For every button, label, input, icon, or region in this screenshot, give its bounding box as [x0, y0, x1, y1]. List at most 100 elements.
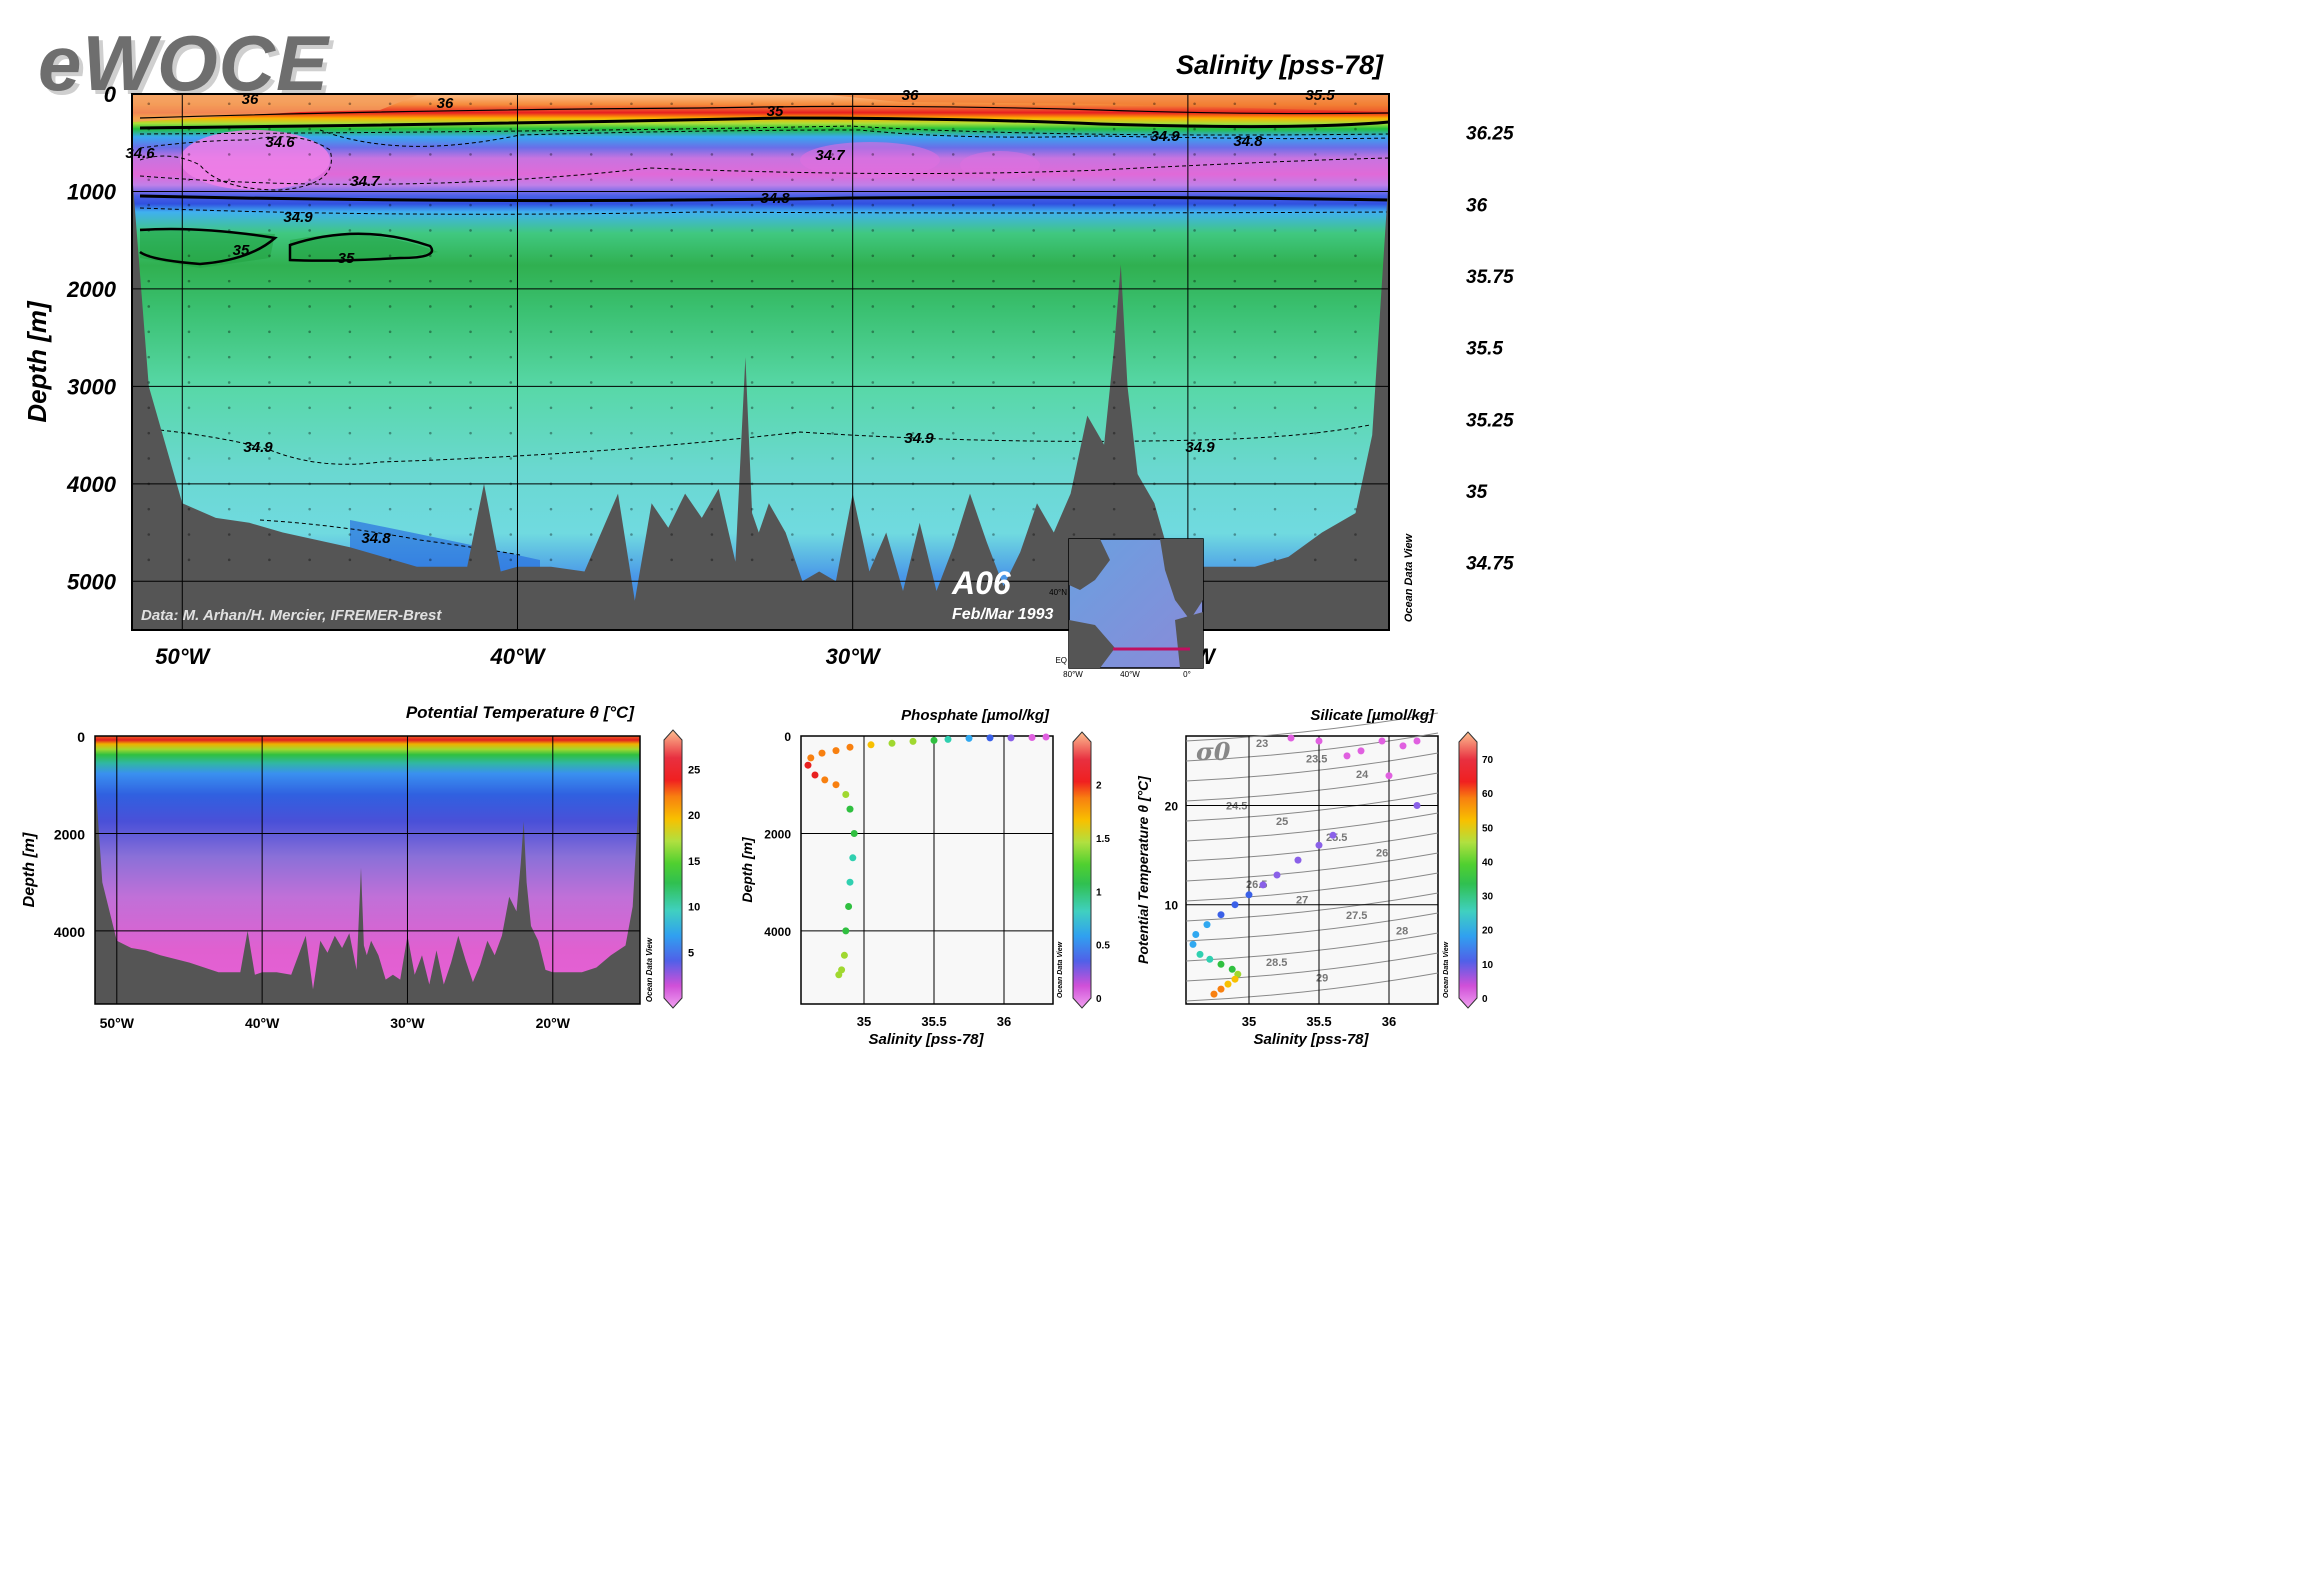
- sample-dot: [589, 330, 593, 334]
- sample-dot: [791, 102, 794, 106]
- sample-dot: [469, 406, 472, 410]
- sample-dot: [1233, 203, 1237, 207]
- isopycnal-label: 23.5: [1306, 754, 1327, 766]
- sample-dot: [429, 457, 432, 460]
- sample-dot: [1313, 203, 1317, 207]
- sample-dot: [1193, 229, 1196, 232]
- sample-dot: [509, 558, 513, 562]
- sample-dot: [630, 229, 633, 232]
- sample-dot: [388, 507, 392, 511]
- sample-dot: [147, 102, 151, 106]
- phosphate-points: [804, 733, 1050, 979]
- sample-dot: [469, 431, 472, 435]
- sample-dot: [750, 330, 754, 334]
- sample-dot: [871, 102, 875, 106]
- silicate-point: [1343, 752, 1351, 760]
- sample-dot: [871, 507, 875, 511]
- surface-high-salinity: [132, 94, 420, 122]
- contour-label: 34.9: [283, 209, 313, 226]
- sample-dot: [670, 355, 673, 359]
- sample-dot: [187, 507, 191, 511]
- sample-dot: [187, 153, 191, 156]
- sample-dot: [710, 127, 714, 131]
- isopycnal-label: 27.5: [1346, 910, 1367, 922]
- sample-dot: [1072, 406, 1076, 410]
- silicate-point: [1217, 960, 1225, 968]
- ewoce-logo: eWOCE: [38, 19, 330, 107]
- sample-dot: [1273, 203, 1277, 207]
- sample-dot: [549, 127, 553, 131]
- sample-dot: [630, 279, 633, 283]
- sample-dot: [227, 355, 231, 359]
- sample-dot: [147, 305, 151, 308]
- sample-dot: [268, 431, 271, 435]
- sample-dot: [1072, 203, 1076, 207]
- sample-dot: [268, 254, 271, 258]
- sample-dot: [1273, 279, 1277, 283]
- temperature-colorbar: 25 20 15 10 5 Ocean Data View: [645, 729, 700, 1009]
- inset-lon-0: 0°: [1183, 670, 1191, 679]
- sample-dot: [589, 279, 593, 283]
- sample-dot: [1354, 533, 1357, 536]
- sample-dot: [308, 279, 311, 283]
- sample-dot: [308, 102, 311, 106]
- temperature-colorbar-ticks: 25 20 15 10 5: [688, 764, 700, 959]
- sample-dot: [589, 127, 593, 131]
- sample-dot: [187, 254, 191, 258]
- sample-dot: [1153, 406, 1156, 410]
- colorbar-silicate: [1458, 731, 1478, 1009]
- sample-dot: [429, 355, 432, 359]
- sample-dot: [1072, 178, 1076, 182]
- sample-dot: [589, 457, 593, 460]
- sample-dot: [791, 229, 794, 232]
- sample-dot: [911, 355, 915, 359]
- sample-dot: [911, 153, 915, 156]
- sample-dot: [791, 431, 794, 435]
- sample-dot: [227, 558, 231, 562]
- sample-dot: [187, 482, 191, 486]
- sample-dot: [791, 203, 794, 207]
- phosphate-point: [867, 741, 875, 749]
- sample-dot: [630, 355, 633, 359]
- sample-dot: [469, 229, 472, 232]
- sample-dot: [710, 305, 714, 308]
- sample-dot: [589, 507, 593, 511]
- sample-dot: [1313, 507, 1317, 511]
- y-tick-label: 3000: [67, 374, 117, 399]
- sample-dot: [871, 330, 875, 334]
- sample-dot: [429, 381, 432, 384]
- silicate-point: [1287, 734, 1295, 742]
- phosphate-colorbar-ticks: 2 1.5 1 0.5 0: [1096, 781, 1110, 1005]
- sample-dot: [951, 558, 955, 562]
- colorbar-tick-label: 30: [1482, 892, 1494, 903]
- surface-high-salinity-east: [820, 94, 1389, 112]
- silicate-colorbar: 70 60 50 40 30 20 10 0 Ocean Data View: [1443, 731, 1494, 1009]
- sample-dot: [268, 482, 271, 486]
- sample-dot: [549, 330, 553, 334]
- sample-dot: [509, 406, 513, 410]
- sample-dot: [388, 229, 392, 232]
- sample-dot: [871, 254, 875, 258]
- sample-dot: [871, 381, 875, 384]
- sample-dot: [469, 279, 472, 283]
- sample-dot: [1354, 431, 1357, 435]
- contour-label: 34.7: [350, 173, 380, 190]
- sample-dot: [911, 102, 915, 106]
- isopycnal-label: 24.5: [1226, 801, 1247, 813]
- contour-label: 35: [767, 103, 784, 120]
- sample-dot: [469, 558, 472, 562]
- sample-dot: [1193, 153, 1196, 156]
- sample-dot: [509, 482, 513, 486]
- sample-dot: [951, 457, 955, 460]
- sample-dot: [509, 305, 513, 308]
- phosphate-point: [850, 830, 858, 837]
- silicate-point: [1192, 931, 1200, 938]
- phosphate-point: [849, 854, 857, 862]
- sample-dot: [1153, 482, 1156, 486]
- sample-dot: [791, 381, 794, 384]
- phosphate-point: [1007, 734, 1015, 742]
- sample-dot: [509, 355, 513, 359]
- silicate-point: [1203, 921, 1211, 929]
- sample-dot: [1313, 558, 1317, 562]
- sample-dot: [348, 507, 352, 511]
